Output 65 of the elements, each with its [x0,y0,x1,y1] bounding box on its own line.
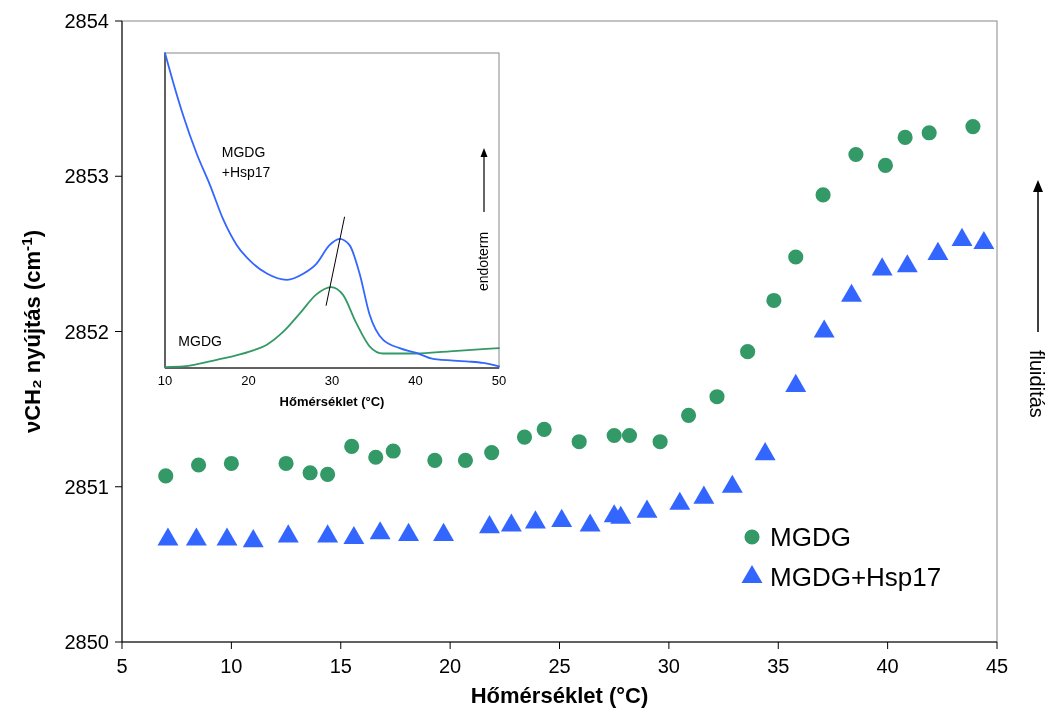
point [848,146,864,163]
text: fluiditás [1026,350,1048,418]
point [754,442,776,461]
legend-label: MGDG+Hsp17 [770,562,942,593]
x-tick-label: 35 [767,655,790,677]
point [636,499,658,518]
point [500,513,522,532]
point [815,187,831,203]
point [536,421,552,437]
point [551,508,573,527]
point [680,407,697,423]
point [277,524,299,543]
y-tick-label: 2850 [64,631,109,653]
x-tick-label: 45 [985,655,1009,677]
point [185,527,207,546]
point [344,438,360,454]
point [740,344,756,360]
point [242,528,264,548]
x-tick-label: 50 [491,373,507,388]
point [669,491,691,510]
x-tick-label: 25 [548,655,571,677]
x-tick-label: 40 [876,655,899,677]
point [433,522,455,541]
series-label: MGDG [178,332,222,349]
x-tick-label: 20 [439,655,462,677]
point [369,521,391,540]
x-tick-label: 30 [657,655,680,677]
point [457,452,474,468]
x-tick-label: 30 [324,373,340,388]
point [788,249,804,265]
y-tick-label: 2852 [64,320,109,343]
y-tick-label: 2853 [64,165,109,188]
point [877,157,894,173]
x-tick-label: 10 [157,373,173,388]
y-tick-label: 2851 [64,475,109,498]
point [427,452,443,468]
point [965,119,981,135]
x-tick-label: 40 [408,373,423,388]
x-tick-label: 10 [220,655,243,677]
x-axis-title: Hőmérséklet (°C) [470,683,649,708]
point [398,522,420,541]
point [766,292,782,308]
point [785,373,807,392]
point [721,474,743,493]
x-axis-title: Hőmérséklet (°C) [279,394,385,409]
y-tick-label: 2854 [64,10,109,32]
point [524,510,546,529]
point [921,125,937,141]
point [813,319,835,338]
point [343,525,365,545]
point [479,515,500,534]
point [317,524,339,543]
point [896,254,918,273]
point [897,129,913,145]
series-label: MGDG +Hsp17 [221,143,271,180]
x-tick-label: 5 [116,655,128,677]
annotation: endoterm [475,231,491,291]
point [216,527,238,546]
legend-label: MGDG [770,522,851,553]
x-tick-label: 15 [329,655,352,677]
x-tick-label: 20 [241,373,256,388]
point [157,527,179,546]
point [693,485,715,504]
point [579,513,601,532]
point [610,505,632,524]
